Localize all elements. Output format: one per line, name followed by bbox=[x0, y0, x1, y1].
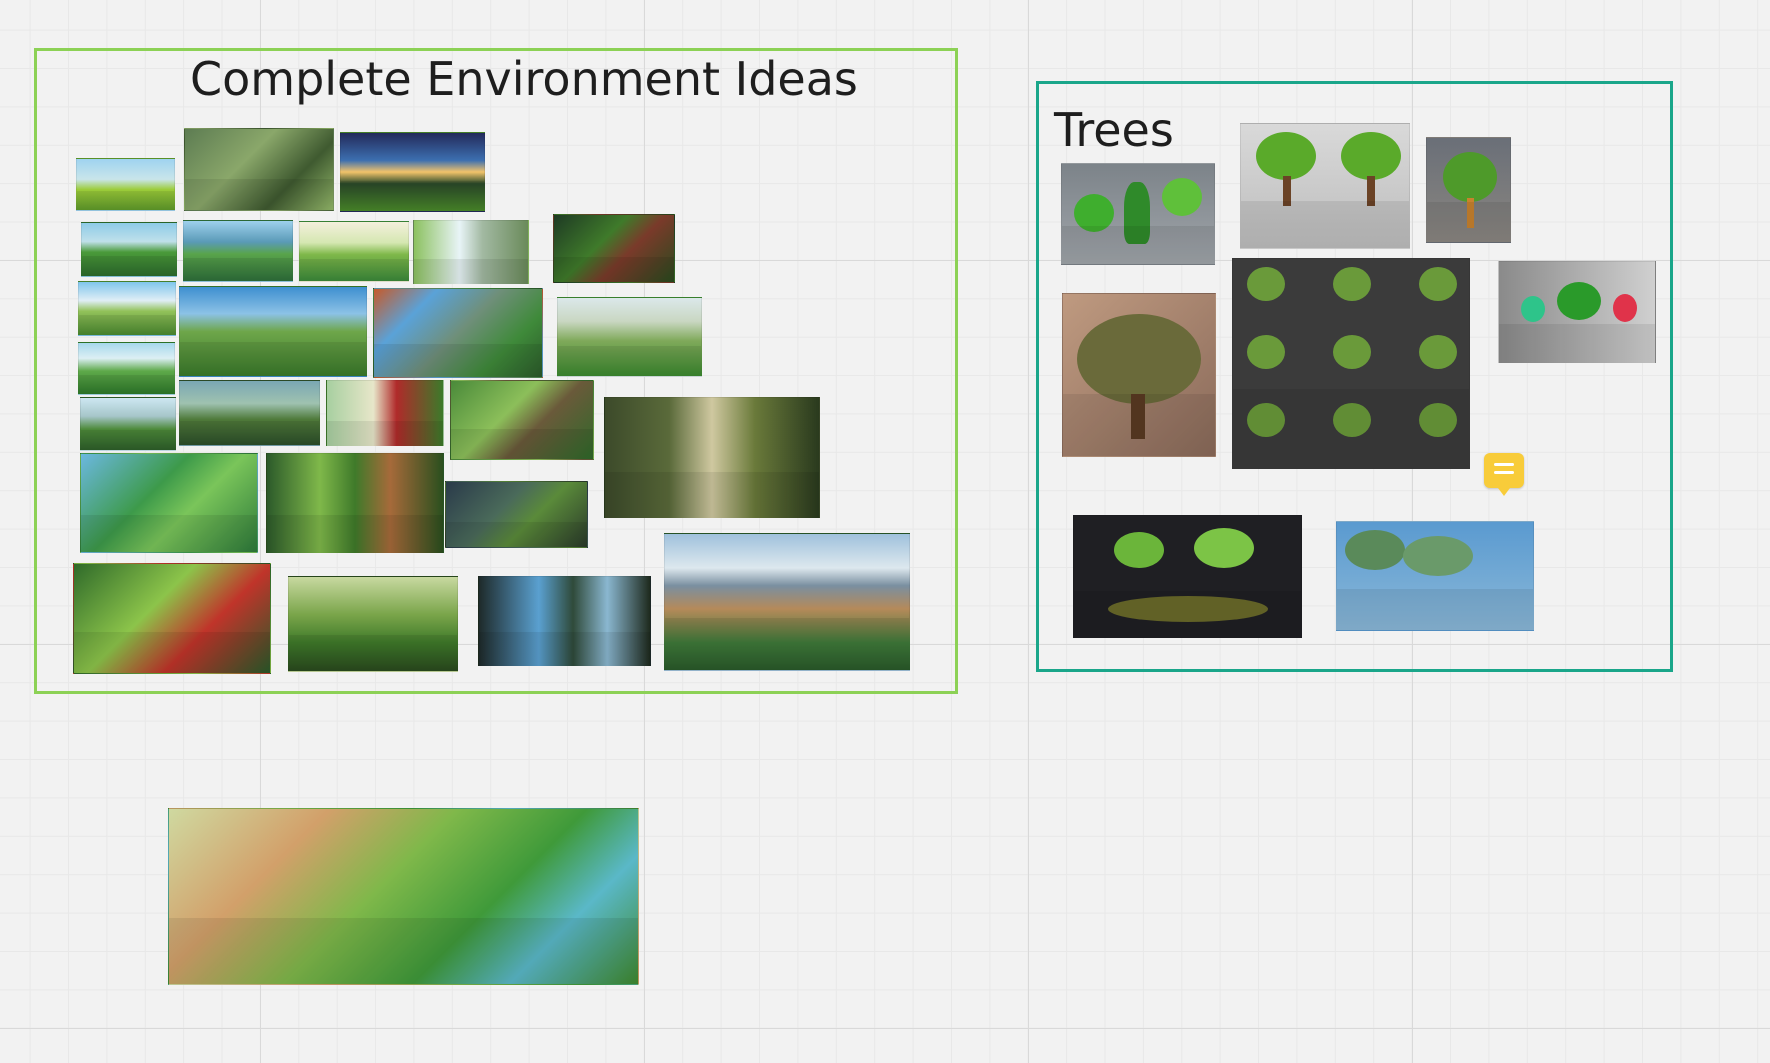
frame-title-environment-ideas[interactable]: Complete Environment Ideas bbox=[190, 52, 858, 106]
tree-illustration bbox=[1443, 152, 1497, 202]
environment-image[interactable] bbox=[288, 576, 458, 672]
tree-illustration bbox=[1613, 294, 1637, 322]
tree-illustration bbox=[1557, 282, 1601, 320]
tree-trunk bbox=[1367, 176, 1375, 206]
environment-image[interactable] bbox=[445, 481, 588, 548]
environment-image[interactable] bbox=[80, 397, 176, 451]
comment-line bbox=[1494, 471, 1514, 474]
tree-image[interactable] bbox=[1073, 515, 1302, 638]
environment-image[interactable] bbox=[78, 342, 175, 395]
environment-image[interactable] bbox=[478, 576, 651, 666]
environment-image[interactable] bbox=[183, 220, 293, 282]
tree-illustration bbox=[1341, 132, 1401, 180]
tree-image[interactable] bbox=[1061, 163, 1215, 265]
tree-illustration bbox=[1124, 182, 1150, 244]
environment-image[interactable] bbox=[73, 563, 271, 674]
tree-trunk bbox=[1283, 176, 1291, 206]
environment-image[interactable] bbox=[557, 297, 702, 377]
tree-illustration bbox=[1333, 403, 1371, 437]
tree-illustration bbox=[1074, 194, 1114, 232]
environment-image[interactable] bbox=[299, 221, 409, 282]
tree-illustration bbox=[1077, 314, 1201, 404]
environment-image[interactable] bbox=[81, 222, 177, 277]
tree-illustration bbox=[1333, 335, 1371, 369]
environment-image[interactable] bbox=[373, 288, 543, 378]
tree-image[interactable] bbox=[1426, 137, 1511, 243]
environment-image[interactable] bbox=[78, 281, 176, 336]
environment-image[interactable] bbox=[450, 380, 594, 460]
environment-image[interactable] bbox=[266, 453, 444, 553]
environment-image[interactable] bbox=[326, 380, 444, 446]
environment-image[interactable] bbox=[340, 132, 485, 212]
tree-illustration bbox=[1419, 267, 1457, 301]
tree-image[interactable] bbox=[1336, 521, 1534, 631]
environment-image[interactable] bbox=[413, 220, 529, 284]
environment-image[interactable] bbox=[553, 214, 675, 283]
tree-illustration bbox=[1403, 536, 1473, 576]
game-screenshot[interactable] bbox=[168, 808, 639, 985]
tree-illustration bbox=[1419, 403, 1457, 437]
tree-trunk bbox=[1131, 394, 1145, 439]
tree-illustration bbox=[1114, 532, 1164, 568]
tree-illustration bbox=[1247, 267, 1285, 301]
tree-image[interactable] bbox=[1240, 123, 1410, 249]
environment-image[interactable] bbox=[604, 397, 820, 518]
tree-illustration bbox=[1256, 132, 1316, 180]
tree-illustration bbox=[1162, 178, 1202, 216]
environment-image[interactable] bbox=[664, 533, 910, 671]
environment-image[interactable] bbox=[80, 453, 258, 553]
tree-image[interactable] bbox=[1062, 293, 1216, 457]
comment-line bbox=[1494, 463, 1514, 466]
tree-illustration bbox=[1521, 296, 1545, 322]
environment-image[interactable] bbox=[179, 286, 367, 377]
tree-illustration bbox=[1345, 530, 1405, 570]
frame-environment-ideas[interactable] bbox=[34, 48, 958, 694]
tree-illustration bbox=[1194, 528, 1254, 568]
environment-image[interactable] bbox=[179, 380, 320, 446]
frame-title-trees[interactable]: Trees bbox=[1054, 103, 1174, 157]
comment-icon[interactable] bbox=[1484, 453, 1524, 496]
tree-image[interactable] bbox=[1498, 261, 1656, 363]
environment-image[interactable] bbox=[184, 128, 334, 211]
tree-image[interactable] bbox=[1232, 258, 1470, 469]
environment-image[interactable] bbox=[76, 158, 175, 211]
tree-illustration bbox=[1247, 403, 1285, 437]
frame-trees[interactable] bbox=[1036, 81, 1673, 672]
tree-illustration bbox=[1247, 335, 1285, 369]
tree-trunk bbox=[1467, 198, 1474, 228]
tree-illustration bbox=[1333, 267, 1371, 301]
tree-ground bbox=[1108, 596, 1268, 622]
tree-illustration bbox=[1419, 335, 1457, 369]
